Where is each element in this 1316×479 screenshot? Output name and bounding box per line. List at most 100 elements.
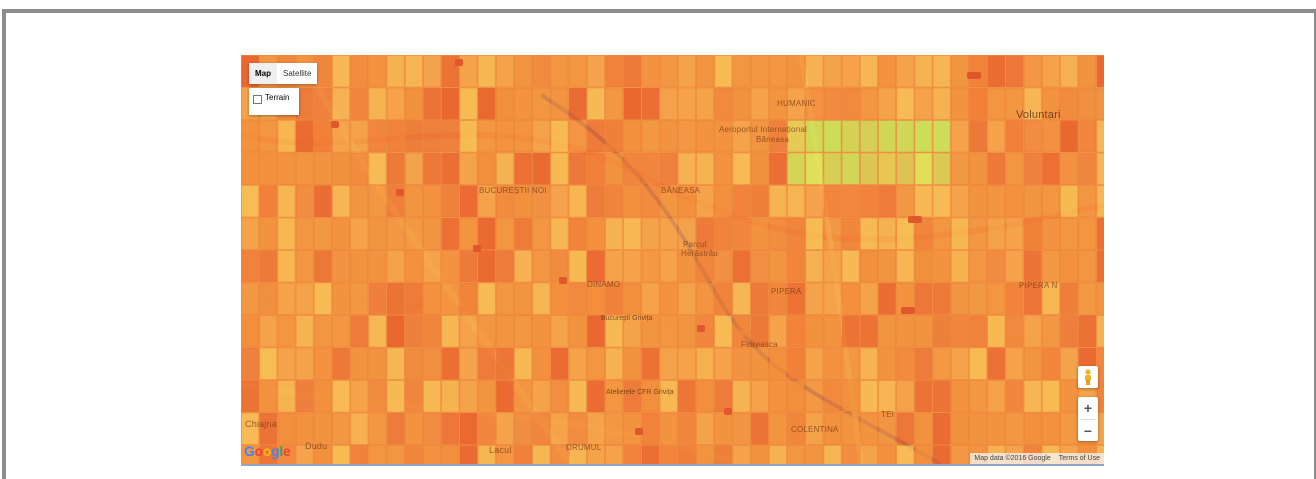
heatmap-cell [514, 315, 533, 348]
logo-letter: e [282, 443, 291, 459]
heatmap-cell [859, 380, 878, 413]
terrain-option[interactable]: Terrain [249, 88, 299, 115]
heatmap-cell [1096, 185, 1104, 218]
heatmap-cell [805, 315, 824, 348]
heatmap-cell [659, 250, 678, 283]
heatmap-cell [950, 347, 969, 380]
map-type-map-button[interactable]: Map [249, 63, 277, 84]
heatmap-cell [350, 87, 369, 120]
heatmap-cell [987, 315, 1006, 348]
zoom-in-button[interactable]: + [1078, 397, 1098, 419]
place-label-baneasa: BĂNEASA [661, 186, 701, 195]
heatmap-cell [605, 445, 624, 464]
heatmap-cell [350, 380, 369, 413]
zoom-out-button[interactable]: − [1078, 420, 1098, 442]
heatmap-cell [932, 347, 951, 380]
heatmap-cell [277, 282, 296, 315]
heatmap-cell [295, 347, 314, 380]
heatmap-cell [1078, 282, 1097, 315]
heatmap-cell [605, 412, 624, 445]
place-label-colentina: COLENTINA [791, 425, 839, 434]
heatmap-cell [386, 445, 405, 464]
heatmap-cell [677, 347, 696, 380]
heatmap-cell [732, 315, 751, 348]
heatmap-cell [823, 250, 842, 283]
heatmap-cell [404, 217, 423, 250]
heatmap-cell [732, 152, 751, 185]
heatmap-cell [750, 185, 769, 218]
heatmap-cell [586, 380, 605, 413]
heatmap-cell [659, 120, 678, 153]
heatmap-cell [1041, 250, 1060, 283]
heatmap-cell [932, 380, 951, 413]
heatmap-cell [659, 185, 678, 218]
heatmap-cell [623, 347, 642, 380]
heatmap-cell [969, 120, 988, 153]
heatmap-cell [459, 55, 478, 88]
heatmap-cell [932, 152, 951, 185]
heatmap-cell [568, 87, 587, 120]
place-label-bucurestii-noi: BUCUREȘTII NOI [479, 186, 547, 195]
heatmap-cell [568, 347, 587, 380]
heatmap-cell [241, 152, 260, 185]
heatmap-cell [368, 55, 387, 88]
terrain-checkbox[interactable] [253, 95, 262, 104]
heatmap-cell [732, 380, 751, 413]
heatmap-cell [805, 185, 824, 218]
heatmap-cell [495, 185, 514, 218]
heatmap-cell [332, 217, 351, 250]
heatmap-cell [896, 55, 915, 88]
heatmap-cell [295, 445, 314, 464]
heatmap-cell [1023, 217, 1042, 250]
heatmap-cell [805, 55, 824, 88]
heatmap-cell [441, 445, 460, 464]
heatmap-cell [350, 185, 369, 218]
heatmap-cell [459, 315, 478, 348]
heatmap-cell [514, 185, 533, 218]
heatmap-cell [1041, 87, 1060, 120]
map-type-satellite-button[interactable]: Satellite [277, 63, 318, 84]
heatmap-cell [1060, 412, 1079, 445]
heatmap-cell [841, 55, 860, 88]
heatmap-cell [841, 217, 860, 250]
heatmap-cell [495, 55, 514, 88]
heatmap-cell [914, 152, 933, 185]
heatmap-cell [987, 250, 1006, 283]
heatmap-cell [732, 217, 751, 250]
heatmap-cell [477, 250, 496, 283]
heatmap-cell [441, 282, 460, 315]
heatmap-cell [1096, 87, 1104, 120]
heatmap-cell [841, 445, 860, 464]
heatmap-cell [969, 380, 988, 413]
heatmap-cell [659, 55, 678, 88]
heatmap-cell [1078, 217, 1097, 250]
terms-of-use-link[interactable]: Terms of Use [1058, 455, 1100, 462]
heatmap-cell [332, 185, 351, 218]
heatmap-cell [732, 120, 751, 153]
logo-letter: o [254, 443, 264, 459]
heatmap-cell [859, 152, 878, 185]
heatmap-cell [805, 412, 824, 445]
road-shield [908, 216, 922, 223]
heatmap-cell [787, 250, 806, 283]
heatmap-cell [896, 217, 915, 250]
street-view-pegman[interactable] [1078, 366, 1098, 388]
heatmap-cell [241, 347, 260, 380]
heatmap-cell [732, 347, 751, 380]
map-view[interactable]: Voluntari HUMANIC Aeroportul Internațion… [241, 55, 1104, 466]
heatmap-cell [823, 217, 842, 250]
heatmap-cell [295, 412, 314, 445]
heatmap-cell [532, 445, 551, 464]
heatmap-cell [787, 315, 806, 348]
heatmap-cell [732, 282, 751, 315]
heatmap-cell [459, 152, 478, 185]
heatmap-cell [732, 445, 751, 464]
heatmap-cell [932, 217, 951, 250]
heatmap-cell [568, 412, 587, 445]
heatmap-cell [932, 185, 951, 218]
heatmap-cell [514, 282, 533, 315]
heatmap-cell [259, 412, 278, 445]
heatmap-cell [368, 412, 387, 445]
heatmap-cell [441, 217, 460, 250]
heatmap-cell [532, 380, 551, 413]
